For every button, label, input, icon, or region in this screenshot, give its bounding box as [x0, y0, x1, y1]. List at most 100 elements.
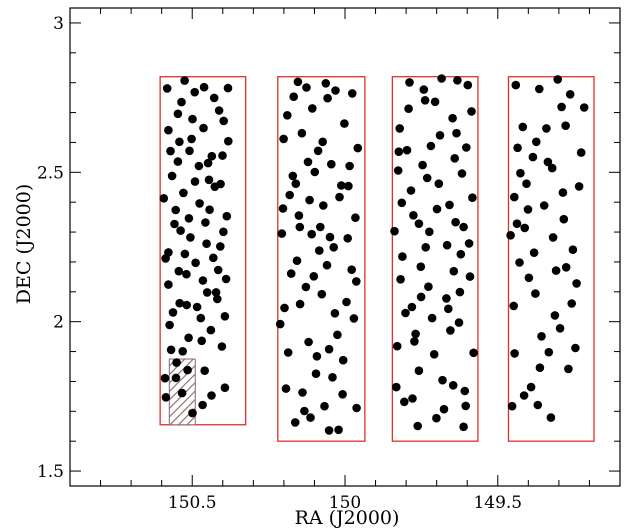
data-point	[409, 211, 418, 220]
data-point	[298, 129, 307, 138]
data-point	[520, 224, 529, 233]
data-point	[171, 206, 180, 215]
data-point	[224, 137, 233, 146]
data-point	[408, 394, 417, 403]
data-point	[552, 266, 561, 275]
data-point	[572, 279, 581, 288]
data-point	[315, 246, 324, 255]
data-point	[403, 146, 412, 155]
data-point	[453, 76, 462, 85]
data-point	[530, 248, 539, 257]
data-point	[577, 148, 586, 157]
data-point	[219, 228, 228, 237]
data-point	[467, 107, 476, 116]
data-point	[314, 147, 323, 156]
data-point	[448, 114, 457, 123]
data-point	[279, 204, 288, 213]
data-point	[423, 174, 432, 183]
data-point	[306, 413, 315, 422]
data-point	[165, 321, 174, 330]
data-point	[340, 119, 349, 128]
data-point	[334, 426, 343, 435]
data-point	[304, 338, 313, 347]
data-point	[392, 383, 401, 392]
data-point	[569, 245, 578, 254]
data-point	[559, 188, 568, 197]
data-point	[279, 135, 288, 144]
data-point	[182, 270, 191, 279]
data-point	[512, 81, 521, 90]
data-point	[461, 402, 470, 411]
data-point	[313, 352, 322, 361]
data-point	[293, 256, 302, 265]
data-point	[417, 293, 426, 302]
data-point	[354, 144, 363, 153]
data-point	[540, 201, 549, 210]
data-point	[200, 366, 209, 375]
data-point	[283, 111, 292, 120]
data-point	[195, 162, 204, 171]
data-point	[219, 117, 228, 126]
data-point	[410, 337, 419, 346]
data-point	[567, 299, 576, 308]
data-point	[216, 242, 225, 251]
data-point	[188, 115, 197, 124]
data-point	[452, 129, 461, 138]
data-point	[191, 259, 200, 268]
data-point	[190, 88, 199, 97]
data-point	[276, 320, 285, 329]
data-point	[461, 387, 470, 396]
data-point	[287, 269, 296, 278]
data-point	[181, 250, 190, 259]
data-point	[524, 205, 533, 214]
data-point	[513, 219, 522, 228]
data-point	[331, 86, 340, 95]
data-point	[318, 290, 327, 299]
data-point	[311, 168, 320, 177]
data-point	[428, 314, 437, 323]
data-point	[215, 106, 224, 115]
data-point	[172, 374, 181, 383]
data-point	[350, 314, 359, 323]
data-point	[280, 304, 289, 313]
data-point	[164, 280, 173, 289]
data-point	[218, 151, 227, 160]
data-point	[325, 345, 334, 354]
data-point	[162, 393, 171, 402]
data-point	[296, 223, 305, 232]
data-point	[431, 98, 440, 107]
data-point	[207, 326, 216, 335]
data-point	[421, 96, 430, 105]
data-point	[331, 309, 340, 318]
data-point	[307, 230, 316, 239]
data-point	[551, 311, 560, 320]
data-point	[469, 349, 478, 358]
data-point	[343, 234, 352, 243]
data-point	[221, 312, 230, 321]
data-point	[513, 144, 522, 153]
data-point	[163, 84, 172, 93]
data-point	[298, 388, 307, 397]
data-point	[222, 275, 231, 284]
data-point	[302, 283, 311, 292]
y-axis-label: DEC (J2000)	[13, 184, 35, 304]
data-point	[333, 331, 342, 340]
y-tick-label: 2.5	[37, 163, 64, 183]
data-point	[450, 267, 459, 276]
data-point	[338, 390, 347, 399]
data-point	[199, 276, 208, 285]
data-point	[320, 402, 329, 411]
data-point	[443, 241, 452, 250]
data-point	[160, 194, 169, 203]
data-point	[537, 332, 546, 341]
data-point	[446, 326, 455, 335]
data-point	[214, 266, 223, 275]
data-point	[175, 267, 184, 276]
data-point	[323, 261, 332, 270]
data-point	[312, 369, 321, 378]
data-point	[520, 391, 529, 400]
data-point	[208, 152, 217, 161]
data-point	[444, 305, 453, 314]
data-point	[197, 337, 206, 346]
data-point	[326, 233, 335, 242]
